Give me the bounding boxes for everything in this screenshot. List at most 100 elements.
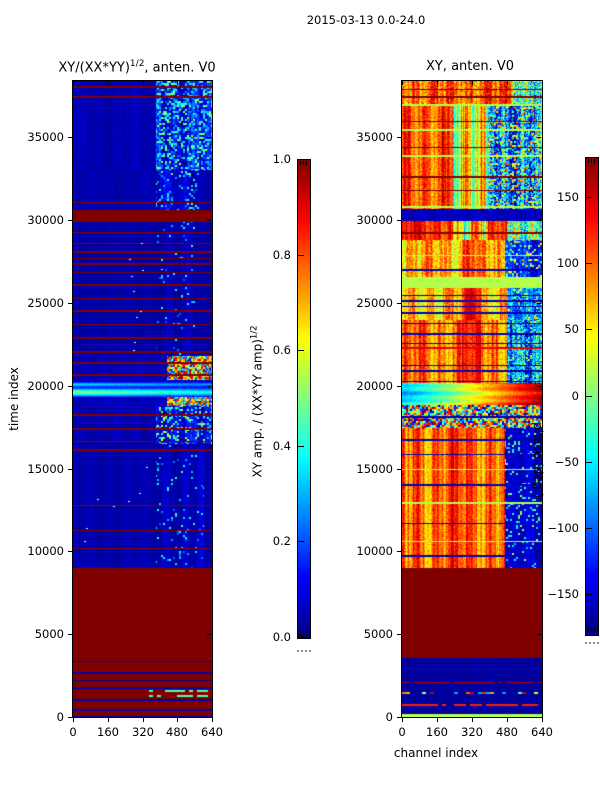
- x-tick-label: 0: [69, 725, 77, 739]
- y-tick-mark-inner: [207, 469, 211, 470]
- phase-colorbar-label: phase (deg.): [531, 422, 545, 498]
- y-tick-mark-inner: [537, 137, 541, 138]
- left-plot-title-post: , anten. V0: [144, 60, 216, 76]
- y-tick-label: 5000: [34, 627, 64, 641]
- left-y-axis-label: time index: [7, 367, 21, 431]
- y-tick-label: 25000: [356, 296, 393, 310]
- y-tick-label: 35000: [356, 130, 393, 144]
- colorbar-tick-mark: [586, 396, 592, 397]
- colorbar-end-marks: [588, 628, 597, 632]
- x-tick-mark: [143, 718, 144, 722]
- x-tick-mark-inner: [402, 81, 403, 85]
- x-tick-mark: [212, 718, 213, 722]
- x-tick-label: 480: [166, 725, 188, 739]
- colorbar-tick-label: −150: [547, 587, 579, 601]
- colorbar-tick-label: 0: [571, 389, 579, 403]
- y-tick-mark-inner: [537, 551, 541, 552]
- y-tick-label: 0: [56, 710, 64, 724]
- y-tick-mark: [397, 303, 401, 304]
- y-tick-mark-inner: [537, 717, 541, 718]
- x-tick-label: 640: [201, 725, 223, 739]
- y-tick-mark: [68, 220, 72, 221]
- colorbar-end-marks: [300, 161, 309, 165]
- amplitude-colorbar-label-pre: XY amp. / (XX*YY amp): [250, 339, 265, 478]
- x-tick-label: 0: [398, 725, 406, 739]
- x-tick-label: 160: [97, 725, 119, 739]
- x-tick-label: 160: [426, 725, 448, 739]
- y-tick-mark: [68, 717, 72, 718]
- y-tick-mark-inner: [537, 386, 541, 387]
- colorbar-tick-mark: [298, 159, 304, 160]
- y-tick-mark: [68, 469, 72, 470]
- left-plot-title-sup: 1/2: [129, 59, 145, 69]
- y-tick-label: 20000: [356, 379, 393, 393]
- colorbar-tick-label: −50: [554, 455, 579, 469]
- x-tick-mark-inner: [143, 81, 144, 85]
- y-tick-mark: [68, 137, 72, 138]
- x-tick-mark-inner: [108, 81, 109, 85]
- x-tick-mark-inner: [73, 81, 74, 85]
- y-tick-mark-inner: [207, 717, 211, 718]
- x-tick-mark: [542, 718, 543, 722]
- x-tick-label: 640: [531, 725, 553, 739]
- colorbar-end-marks: [588, 159, 597, 163]
- x-tick-mark-inner: [212, 81, 213, 85]
- y-tick-label: 25000: [27, 296, 64, 310]
- colorbar-tick-label: 0.8: [272, 248, 291, 262]
- y-tick-label: 30000: [356, 213, 393, 227]
- x-tick-mark: [507, 718, 508, 722]
- y-tick-mark: [397, 634, 401, 635]
- y-tick-mark: [68, 303, 72, 304]
- y-tick-label: 35000: [27, 130, 64, 144]
- right-x-axis-label: channel index: [393, 746, 479, 760]
- y-tick-mark-inner: [537, 634, 541, 635]
- x-tick-mark: [177, 718, 178, 722]
- y-tick-mark-inner: [207, 303, 211, 304]
- y-tick-label: 20000: [27, 379, 64, 393]
- x-tick-mark-inner: [177, 81, 178, 85]
- y-tick-mark-inner: [207, 137, 211, 138]
- y-tick-label: 15000: [356, 462, 393, 476]
- y-tick-mark: [68, 634, 72, 635]
- right-plot-title: XY, anten. V0: [425, 59, 515, 74]
- y-tick-label: 5000: [363, 627, 393, 641]
- colorbar-tick-mark: [298, 350, 304, 351]
- right-heatmap-image: [402, 81, 542, 717]
- left-heatmap-image: [73, 81, 212, 717]
- x-tick-mark-inner: [542, 81, 543, 85]
- colorbar-offset-dots: [297, 650, 311, 652]
- amplitude-colorbar-label: XY amp. / (XX*YY amp)1/2: [247, 282, 266, 522]
- x-tick-mark: [402, 718, 403, 722]
- colorbar-tick-mark: [586, 528, 592, 529]
- y-tick-mark-inner: [207, 551, 211, 552]
- x-tick-label: 320: [461, 725, 483, 739]
- amplitude-colorbar: [297, 159, 311, 639]
- colorbar-tick-label: 0.2: [272, 534, 291, 548]
- colorbar-tick-label: 100: [557, 256, 579, 270]
- y-tick-mark-inner: [537, 469, 541, 470]
- colorbar-tick-mark: [586, 594, 592, 595]
- y-tick-label: 10000: [356, 544, 393, 558]
- colorbar-tick-label: 1.0: [272, 152, 291, 166]
- x-tick-mark: [472, 718, 473, 722]
- colorbar-tick-mark: [298, 636, 304, 637]
- colorbar-tick-label: 150: [557, 190, 579, 204]
- left-plot-axes: [72, 80, 213, 718]
- y-tick-mark: [397, 717, 401, 718]
- colorbar-offset-dots: [585, 642, 599, 644]
- left-plot-title: XY/(XX*YY)1/2, anten. V0: [58, 59, 215, 75]
- x-tick-mark: [108, 718, 109, 722]
- colorbar-end-marks: [300, 631, 309, 635]
- y-tick-label: 30000: [27, 213, 64, 227]
- x-tick-mark-inner: [437, 81, 438, 85]
- colorbar-tick-label: 0.4: [272, 439, 291, 453]
- colorbar-tick-mark: [298, 255, 304, 256]
- phase-colorbar: [585, 157, 599, 636]
- colorbar-tick-label: 0.6: [272, 343, 291, 357]
- colorbar-tick-label: 50: [564, 322, 579, 336]
- x-tick-mark-inner: [472, 81, 473, 85]
- x-tick-label: 320: [132, 725, 154, 739]
- colorbar-tick-label: −100: [547, 521, 579, 535]
- colorbar-tick-mark: [298, 541, 304, 542]
